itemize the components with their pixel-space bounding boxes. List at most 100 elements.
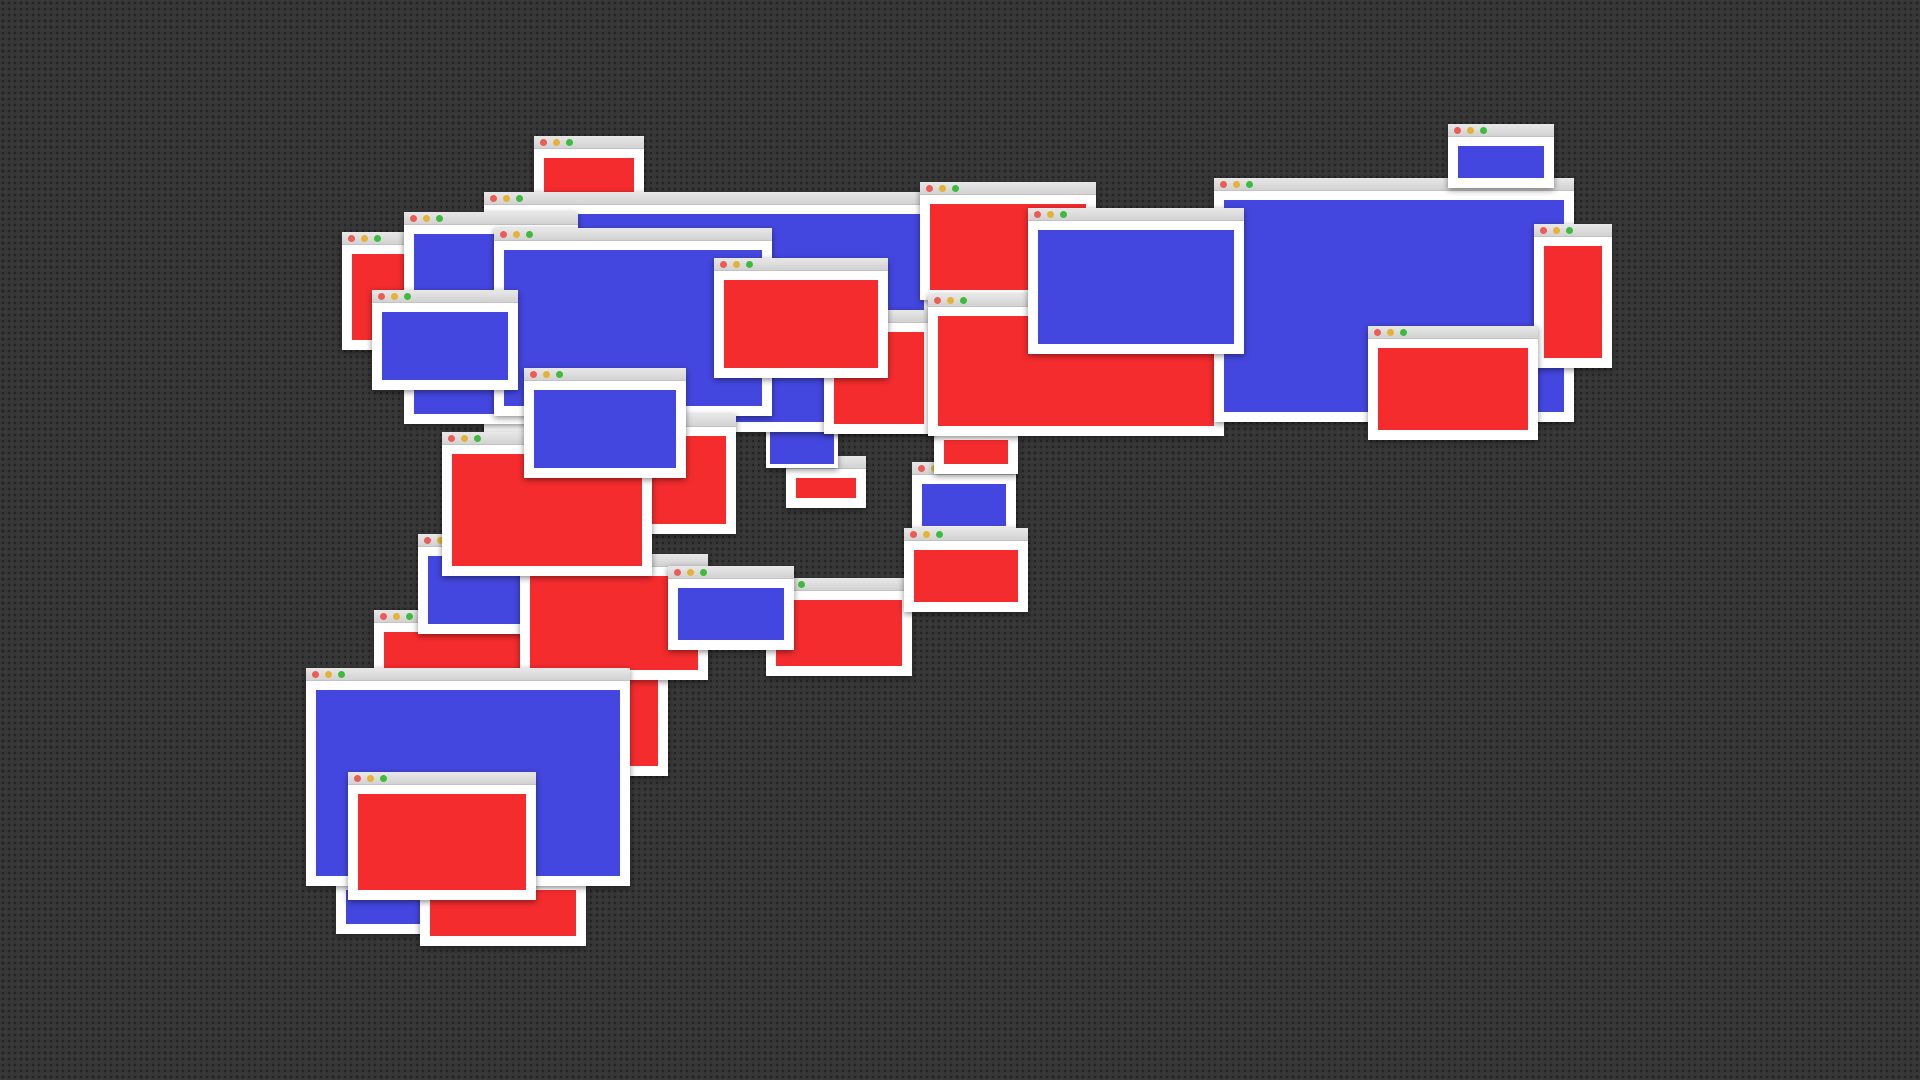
close-dot-icon <box>1540 227 1547 234</box>
maximize-dot-icon <box>566 139 573 146</box>
browser-window <box>912 462 1016 536</box>
maximize-dot-icon <box>1060 211 1067 218</box>
minimize-dot-icon <box>733 261 740 268</box>
maximize-dot-icon <box>338 671 345 678</box>
maximize-dot-icon <box>380 775 387 782</box>
maximize-dot-icon <box>374 235 381 242</box>
maximize-dot-icon <box>960 297 967 304</box>
close-dot-icon <box>926 185 933 192</box>
title-bar <box>1028 208 1244 221</box>
maximize-dot-icon <box>516 195 523 202</box>
blue-content-panel <box>534 390 676 468</box>
browser-window <box>1448 124 1554 188</box>
browser-window <box>1368 326 1538 440</box>
maximize-dot-icon <box>526 231 533 238</box>
maximize-dot-icon <box>1246 181 1253 188</box>
browser-window <box>1534 224 1612 368</box>
title-bar <box>1448 124 1554 137</box>
blue-content-panel <box>678 588 784 640</box>
minimize-dot-icon <box>1467 127 1474 134</box>
close-dot-icon <box>918 465 925 472</box>
maximize-dot-icon <box>1400 329 1407 336</box>
maximize-dot-icon <box>474 435 481 442</box>
minimize-dot-icon <box>393 613 400 620</box>
blue-content-panel <box>770 428 834 464</box>
close-dot-icon <box>530 371 537 378</box>
close-dot-icon <box>1220 181 1227 188</box>
red-content-panel <box>914 550 1018 602</box>
minimize-dot-icon <box>391 293 398 300</box>
red-content-panel <box>1544 246 1602 358</box>
minimize-dot-icon <box>553 139 560 146</box>
title-bar <box>534 136 644 149</box>
close-dot-icon <box>720 261 727 268</box>
red-content-panel <box>724 280 878 368</box>
title-bar <box>494 228 772 241</box>
title-bar <box>348 772 536 785</box>
close-dot-icon <box>1374 329 1381 336</box>
maximize-dot-icon <box>404 293 411 300</box>
close-dot-icon <box>424 537 431 544</box>
blue-content-panel <box>922 484 1006 526</box>
minimize-dot-icon <box>461 435 468 442</box>
maximize-dot-icon <box>746 261 753 268</box>
maximize-dot-icon <box>952 185 959 192</box>
red-content-panel <box>1378 348 1528 430</box>
browser-window <box>904 528 1028 612</box>
maximize-dot-icon <box>406 613 413 620</box>
close-dot-icon <box>910 531 917 538</box>
blue-content-panel <box>382 312 508 380</box>
title-bar <box>714 258 888 271</box>
close-dot-icon <box>354 775 361 782</box>
red-content-panel <box>944 440 1008 464</box>
title-bar <box>372 290 518 303</box>
minimize-dot-icon <box>503 195 510 202</box>
minimize-dot-icon <box>1387 329 1394 336</box>
minimize-dot-icon <box>367 775 374 782</box>
minimize-dot-icon <box>1233 181 1240 188</box>
close-dot-icon <box>348 235 355 242</box>
browser-window <box>714 258 888 378</box>
minimize-dot-icon <box>437 537 444 544</box>
title-bar <box>668 566 794 579</box>
maximize-dot-icon <box>436 215 443 222</box>
browser-window <box>1028 208 1244 354</box>
title-bar <box>306 668 630 681</box>
close-dot-icon <box>312 671 319 678</box>
browser-window <box>348 772 536 900</box>
minimize-dot-icon <box>325 671 332 678</box>
maximize-dot-icon <box>936 531 943 538</box>
title-bar <box>342 232 414 245</box>
title-bar <box>484 192 934 205</box>
minimize-dot-icon <box>923 531 930 538</box>
maximize-dot-icon <box>798 581 805 588</box>
minimize-dot-icon <box>939 185 946 192</box>
title-bar <box>404 212 578 225</box>
minimize-dot-icon <box>947 297 954 304</box>
browser-window <box>524 368 686 478</box>
browser-window <box>668 566 794 650</box>
close-dot-icon <box>448 435 455 442</box>
minimize-dot-icon <box>361 235 368 242</box>
minimize-dot-icon <box>1553 227 1560 234</box>
minimize-dot-icon <box>1047 211 1054 218</box>
close-dot-icon <box>1454 127 1461 134</box>
minimize-dot-icon <box>543 371 550 378</box>
maximize-dot-icon <box>1566 227 1573 234</box>
minimize-dot-icon <box>687 569 694 576</box>
title-bar <box>1534 224 1612 237</box>
browser-window <box>372 290 518 390</box>
close-dot-icon <box>378 293 385 300</box>
red-content-panel <box>776 600 902 666</box>
close-dot-icon <box>410 215 417 222</box>
minimize-dot-icon <box>513 231 520 238</box>
close-dot-icon <box>380 613 387 620</box>
maximize-dot-icon <box>1480 127 1487 134</box>
close-dot-icon <box>540 139 547 146</box>
maximize-dot-icon <box>700 569 707 576</box>
title-bar <box>904 528 1028 541</box>
close-dot-icon <box>1034 211 1041 218</box>
red-content-panel <box>796 478 856 498</box>
red-content-panel <box>358 794 526 890</box>
